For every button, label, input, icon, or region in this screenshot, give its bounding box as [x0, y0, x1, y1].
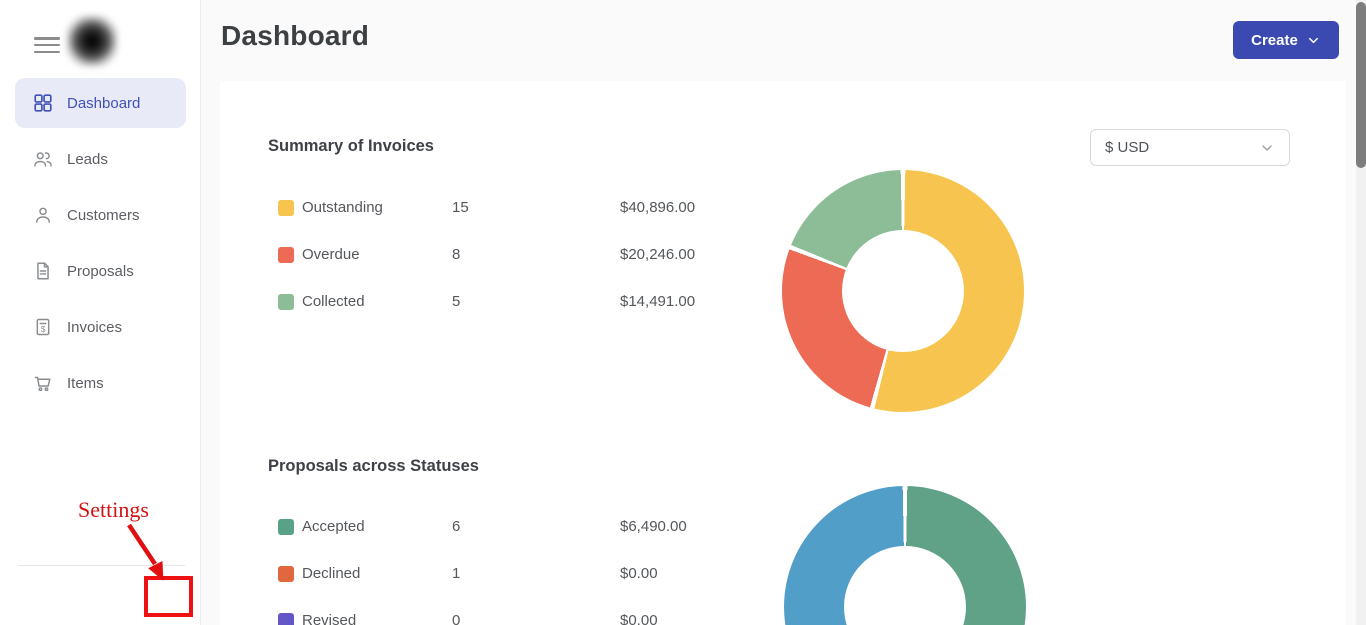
currency-select-value: $ USD	[1105, 139, 1150, 156]
sidebar-item-dashboard[interactable]: Dashboard	[15, 78, 186, 128]
legend-row: Outstanding 15 $40,896.00	[278, 184, 758, 231]
legend-row: Accepted 6 $6,490.00	[278, 503, 758, 550]
dashboard-grid-icon	[32, 92, 54, 114]
legend-label: Accepted	[302, 518, 365, 535]
proposals-legend: Accepted 6 $6,490.00 Declined 1 $0.00 Re…	[278, 503, 758, 625]
sidebar-item-invoices[interactable]: $ Invoices	[15, 302, 186, 352]
sidebar-item-label: Proposals	[67, 262, 134, 280]
invoices-legend: Outstanding 15 $40,896.00 Overdue 8 $20,…	[278, 184, 758, 325]
legend-row: Collected 5 $14,491.00	[278, 278, 758, 325]
legend-count: 1	[452, 565, 461, 582]
legend-label: Outstanding	[302, 199, 383, 216]
legend-amount: $0.00	[620, 565, 658, 582]
leads-icon	[32, 148, 54, 170]
invoices-icon: $	[32, 316, 54, 338]
items-cart-icon	[32, 372, 54, 394]
legend-count: 5	[452, 293, 461, 310]
legend-row: Declined 1 $0.00	[278, 550, 758, 597]
chevron-down-icon	[1262, 144, 1272, 151]
legend-label: Overdue	[302, 246, 360, 263]
legend-amount: $40,896.00	[620, 199, 696, 216]
legend-swatch	[278, 246, 294, 263]
legend-label: Revised	[302, 612, 357, 625]
invoices-donut-chart	[782, 170, 1024, 412]
svg-text:$: $	[41, 325, 46, 334]
sidebar-item-label: Customers	[67, 206, 140, 224]
legend-amount: $0.00	[620, 612, 658, 625]
customers-icon	[32, 204, 54, 226]
legend-swatch	[278, 612, 294, 625]
legend-amount: $14,491.00	[620, 293, 696, 310]
page-title: Dashboard	[221, 20, 370, 51]
legend-swatch	[278, 293, 294, 310]
section-title-proposals: Proposals across Statuses	[268, 457, 479, 475]
section-title-invoices: Summary of Invoices	[268, 137, 434, 155]
donut-hole	[842, 230, 964, 352]
legend-amount: $20,246.00	[620, 246, 696, 263]
sidebar-item-leads[interactable]: Leads	[15, 134, 186, 184]
legend-swatch	[278, 199, 294, 216]
legend-count: 6	[452, 518, 461, 535]
legend-count: 15	[452, 199, 469, 216]
scrollbar-thumb[interactable]	[1356, 2, 1366, 168]
chevron-down-icon	[1308, 37, 1318, 43]
sidebar-item-label: Dashboard	[67, 94, 141, 112]
sidebar-nav: Dashboard Leads Customers Proposals $ In…	[15, 78, 186, 414]
donut-hole	[844, 546, 966, 625]
sidebar-item-proposals[interactable]: Proposals	[15, 246, 186, 296]
sidebar-item-label: Items	[67, 374, 104, 392]
create-button-label: Create	[1251, 31, 1298, 49]
sidebar: Dashboard Leads Customers Proposals $ In…	[0, 0, 201, 625]
scrollbar-track[interactable]	[1356, 0, 1366, 625]
hamburger-menu-icon[interactable]	[34, 37, 60, 53]
proposals-icon	[32, 260, 54, 282]
settings-annotation-label: Settings	[78, 497, 149, 522]
sidebar-item-label: Leads	[67, 150, 108, 168]
sidebar-bottom-bar: 51 EW	[0, 566, 200, 625]
legend-row: Revised 0 $0.00	[278, 597, 758, 625]
legend-amount: $6,490.00	[620, 518, 687, 535]
proposals-donut-chart	[784, 486, 1026, 625]
legend-label: Collected	[302, 293, 365, 310]
sidebar-item-label: Invoices	[67, 318, 123, 336]
legend-count: 0	[452, 612, 461, 625]
currency-select[interactable]: $ USD	[1090, 129, 1290, 166]
sidebar-item-customers[interactable]: Customers	[15, 190, 186, 240]
dashboard-card: $ USD Summary of Invoices Outstanding 15…	[220, 81, 1346, 625]
app-logo	[66, 15, 118, 67]
legend-row: Overdue 8 $20,246.00	[278, 231, 758, 278]
create-button[interactable]: Create	[1233, 21, 1339, 59]
legend-swatch	[278, 565, 294, 582]
legend-swatch	[278, 518, 294, 535]
sidebar-divider	[18, 565, 185, 566]
legend-count: 8	[452, 246, 461, 263]
legend-label: Declined	[302, 565, 361, 582]
sidebar-item-items[interactable]: Items	[15, 358, 186, 408]
